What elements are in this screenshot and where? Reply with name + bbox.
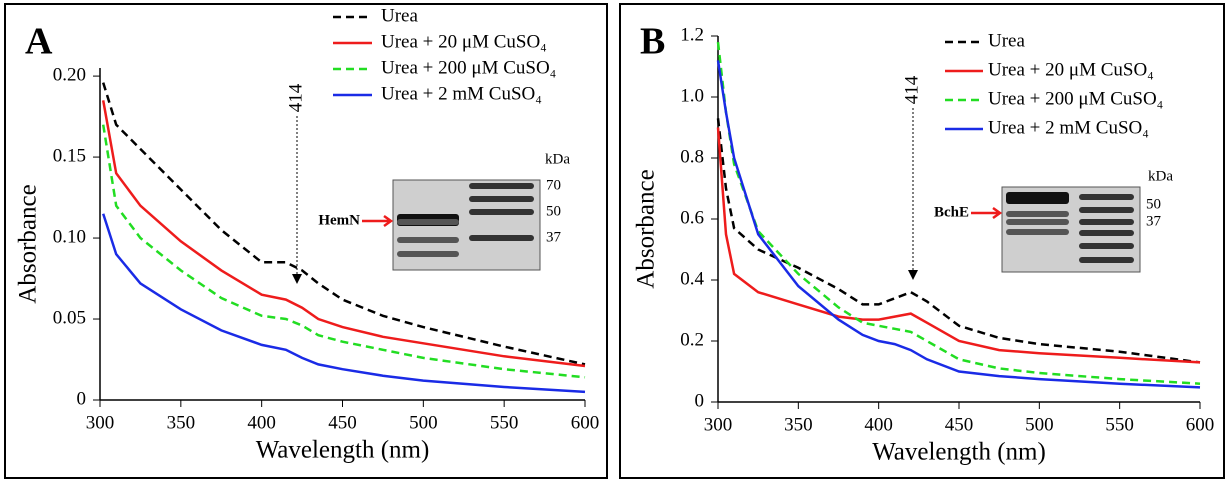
gel-band bbox=[1079, 207, 1134, 213]
gel-marker: 37 bbox=[546, 229, 562, 245]
x-tick-label: 300 bbox=[704, 414, 733, 435]
legend-label: Urea + 20 μM CuSO₄ bbox=[988, 59, 1154, 80]
y-tick-label: 0 bbox=[77, 388, 87, 409]
x-tick-label: 350 bbox=[167, 412, 196, 433]
protein-arrow bbox=[362, 214, 394, 228]
y-tick-label: 0.05 bbox=[53, 307, 86, 328]
gel-marker: 37 bbox=[1146, 213, 1162, 229]
annotation: 414 bbox=[901, 75, 922, 104]
x-tick-label: 350 bbox=[784, 414, 813, 435]
data-line bbox=[716, 60, 1201, 389]
x-tick-label: 550 bbox=[490, 412, 519, 433]
y-tick-label: 0.4 bbox=[680, 268, 704, 289]
gel-band bbox=[1006, 211, 1069, 217]
data-line bbox=[101, 100, 586, 368]
gel-protein: HemN bbox=[318, 212, 360, 228]
y-axis-title: Absorbance bbox=[15, 184, 42, 303]
legend-label: Urea + 200 μM CuSO₄ bbox=[381, 57, 556, 78]
gel-band bbox=[397, 237, 459, 243]
panel-frame bbox=[619, 3, 1225, 479]
gel-band bbox=[1006, 229, 1069, 235]
gel-unit: kDa bbox=[545, 151, 570, 167]
gel-band bbox=[469, 183, 534, 189]
data-line bbox=[716, 118, 1201, 364]
x-tick-label: 500 bbox=[409, 412, 438, 433]
legend-label: Urea bbox=[381, 5, 418, 26]
y-tick-label: 0.6 bbox=[680, 207, 704, 228]
arrow-head bbox=[908, 270, 918, 280]
gel-band bbox=[397, 251, 459, 257]
x-axis-title: Wavelength (nm) bbox=[256, 437, 430, 464]
y-axis-title: Absorbance bbox=[633, 169, 660, 288]
data-line bbox=[716, 127, 1201, 364]
gel-band bbox=[469, 196, 534, 202]
gel-band bbox=[1079, 230, 1134, 236]
x-tick-label: 600 bbox=[571, 412, 600, 433]
x-tick-label: 550 bbox=[1105, 414, 1134, 435]
gel-marker: 70 bbox=[546, 177, 561, 193]
gel-band bbox=[469, 209, 534, 215]
x-tick-label: 450 bbox=[945, 414, 974, 435]
y-tick-label: 0.8 bbox=[680, 146, 704, 167]
data-line bbox=[102, 213, 586, 394]
x-axis-title: Wavelength (nm) bbox=[872, 439, 1046, 466]
data-line bbox=[101, 124, 586, 379]
gel-band bbox=[1006, 219, 1069, 225]
panel-label: A bbox=[25, 21, 53, 63]
x-tick-label: 300 bbox=[86, 412, 115, 433]
gel-unit: kDa bbox=[1148, 168, 1173, 184]
x-tick-label: 400 bbox=[864, 414, 893, 435]
legend-label: Urea + 200 μM CuSO₄ bbox=[988, 88, 1163, 109]
arrow-head bbox=[292, 274, 302, 284]
legend-label: Urea + 20 μM CuSO₄ bbox=[381, 31, 547, 52]
gel-band bbox=[1079, 257, 1134, 263]
panel-label: B bbox=[640, 21, 665, 63]
y-tick-label: 0.2 bbox=[680, 329, 704, 350]
protein-arrow bbox=[971, 206, 1003, 220]
gel-band bbox=[1079, 194, 1134, 200]
y-tick-label: 0.15 bbox=[53, 145, 86, 166]
x-tick-label: 400 bbox=[247, 412, 276, 433]
data-line bbox=[102, 82, 586, 366]
y-tick-label: 1.0 bbox=[680, 85, 704, 106]
gel-protein: BchE bbox=[934, 204, 969, 220]
y-tick-label: 0.20 bbox=[53, 64, 86, 85]
legend-label: Urea + 2 mM CuSO₄ bbox=[988, 117, 1149, 138]
legend-label: Urea + 2 mM CuSO₄ bbox=[381, 83, 542, 104]
y-tick-label: 0.10 bbox=[53, 226, 86, 247]
annotation: 414 bbox=[285, 83, 306, 112]
y-tick-label: 1.2 bbox=[680, 24, 704, 45]
gel-marker: 50 bbox=[546, 203, 561, 219]
y-tick-label: 0 bbox=[695, 390, 705, 411]
x-tick-label: 500 bbox=[1025, 414, 1054, 435]
x-tick-label: 600 bbox=[1186, 414, 1215, 435]
panel-frame bbox=[4, 3, 608, 479]
gel-band bbox=[469, 235, 534, 241]
gel-band bbox=[1079, 219, 1134, 225]
gel-band bbox=[397, 219, 459, 225]
gel-band bbox=[1079, 243, 1134, 249]
legend-label: Urea bbox=[988, 30, 1025, 51]
gel-marker: 50 bbox=[1146, 196, 1161, 212]
x-tick-label: 450 bbox=[328, 412, 357, 433]
gel-band bbox=[1006, 192, 1069, 204]
